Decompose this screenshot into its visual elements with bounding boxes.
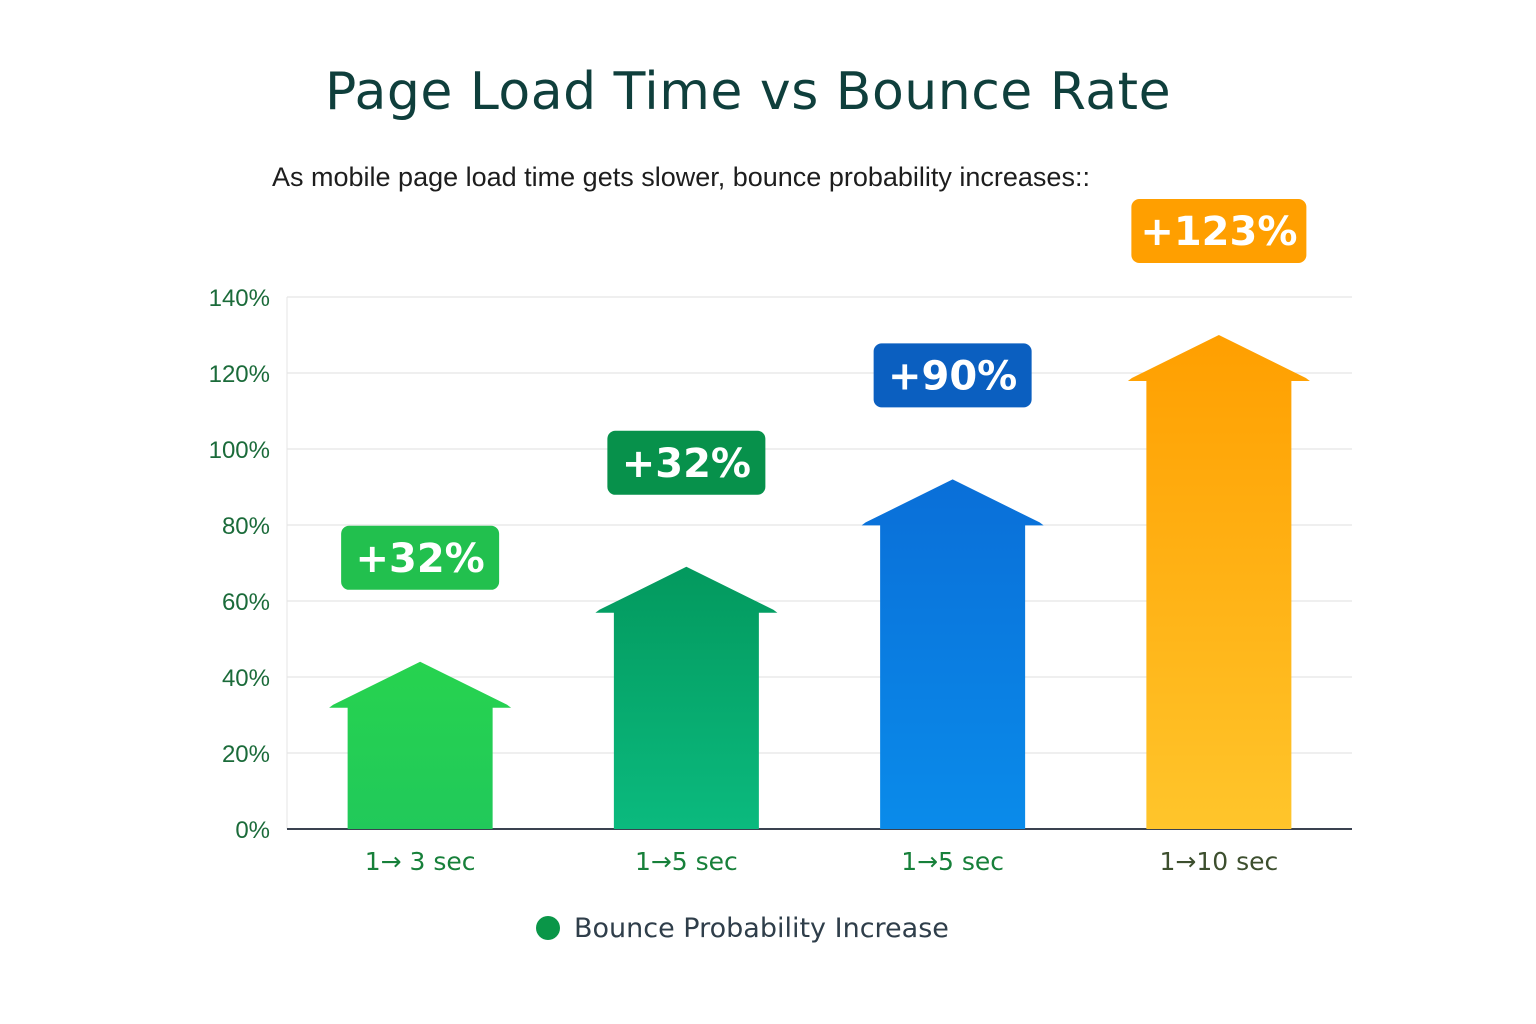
legend: Bounce Probability Increase <box>536 908 949 948</box>
y-tick-label: 40% <box>222 665 270 692</box>
y-tick-label: 100% <box>209 437 270 464</box>
bar-arrow <box>595 566 778 829</box>
chart-title: Page Load Time vs Bounce Rate <box>324 62 1172 122</box>
data-label: +32% <box>355 536 484 582</box>
bar-arrow <box>329 661 512 829</box>
chart-subtitle: As mobile page load time gets slower, bo… <box>272 162 1090 192</box>
bars: +32% +32% +90% +123% <box>329 199 1310 829</box>
x-axis-labels: 1→ 3 sec 1→5 sec 1→5 sec 1→10 sec <box>365 847 1279 876</box>
y-tick-label: 120% <box>209 361 270 388</box>
data-label: +32% <box>622 441 751 487</box>
data-label: +123% <box>1140 209 1297 255</box>
data-label-badge <box>607 430 766 495</box>
bar-arrow <box>861 479 1044 829</box>
x-tick-label: 1→ 3 sec <box>365 847 476 876</box>
data-label-badge <box>1131 199 1307 263</box>
bar-arrow <box>1127 335 1310 829</box>
legend-swatch <box>536 916 560 940</box>
y-axis-ticks: 0% 20% 40% 60% 80% 100% 120% 140% <box>209 285 270 844</box>
y-tick-label: 140% <box>209 285 270 312</box>
y-tick-label: 80% <box>222 513 270 540</box>
legend-label: Bounce Probability Increase <box>574 912 949 944</box>
data-label: +90% <box>888 353 1017 399</box>
data-label-badge <box>341 525 500 590</box>
data-label-badge <box>873 343 1032 408</box>
y-tick-label: 60% <box>222 589 270 616</box>
y-tick-label: 0% <box>235 817 270 844</box>
x-tick-label: 1→5 sec <box>635 847 738 876</box>
x-tick-label: 1→10 sec <box>1159 847 1278 876</box>
x-tick-label: 1→5 sec <box>901 847 1004 876</box>
y-tick-label: 20% <box>222 741 270 768</box>
